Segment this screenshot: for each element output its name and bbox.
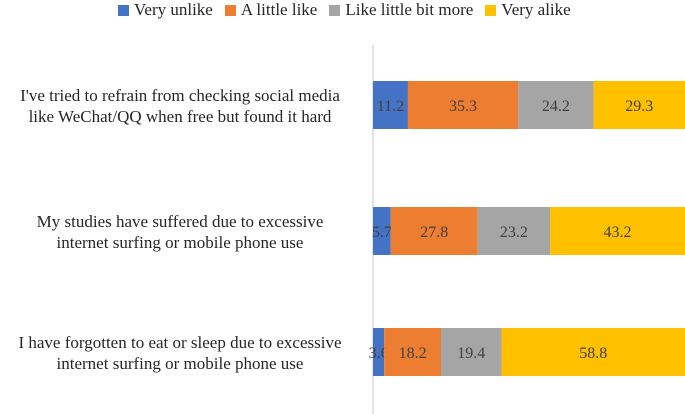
data-label: 35.3 (449, 98, 477, 115)
legend-label: Like little bit more (345, 0, 474, 19)
data-label: 5.7 (372, 224, 392, 241)
legend-item: Very unlike (118, 0, 213, 20)
legend-swatch (329, 4, 341, 16)
category-label: I have forgotten to eat or sleep due to … (18, 333, 341, 352)
data-label: 23.2 (500, 224, 528, 241)
bar-segment (373, 328, 385, 376)
bar-segment (390, 207, 478, 255)
bar-segment (593, 81, 685, 129)
legend-label: Very unlike (134, 0, 213, 19)
bar-segment (501, 328, 685, 376)
bar-segment (407, 81, 519, 129)
data-label: 29.3 (625, 98, 653, 115)
legend-swatch (485, 4, 497, 16)
data-label: 19.4 (457, 345, 485, 362)
data-label: 58.8 (579, 345, 607, 362)
data-label: 18.2 (399, 345, 427, 362)
category-label: internet surfing or mobile phone use (57, 354, 304, 373)
legend-item: Like little bit more (329, 0, 473, 20)
legend-swatch (118, 4, 129, 16)
category-label: I've tried to refrain from checking soci… (20, 86, 340, 105)
bar-segment (518, 81, 594, 129)
data-label: 11.2 (377, 98, 404, 115)
bar-segment (477, 207, 551, 255)
legend-label: A little like (240, 0, 318, 19)
data-label: 3.6 (369, 345, 389, 362)
bar-segment (373, 207, 391, 255)
bar-segment (441, 328, 502, 376)
legend: Very unlike A little like Like little bit … (118, 0, 583, 20)
category-label: My studies have suffered due to excessiv… (37, 212, 324, 231)
legend-swatch (224, 4, 236, 16)
data-label: 24.2 (542, 98, 570, 115)
legend-item: A little like (224, 0, 318, 20)
category-label: like WeChat/QQ when free but found it ha… (29, 107, 332, 126)
bar-segment (373, 81, 408, 129)
bar-segment (384, 328, 442, 376)
legend-label: Very alike (501, 0, 571, 19)
legend-item: Very alike (485, 0, 571, 20)
data-label: 27.8 (420, 224, 448, 241)
data-label: 43.2 (604, 224, 632, 241)
category-label: internet surfing or mobile phone use (57, 233, 304, 252)
bar-segment (550, 207, 685, 255)
